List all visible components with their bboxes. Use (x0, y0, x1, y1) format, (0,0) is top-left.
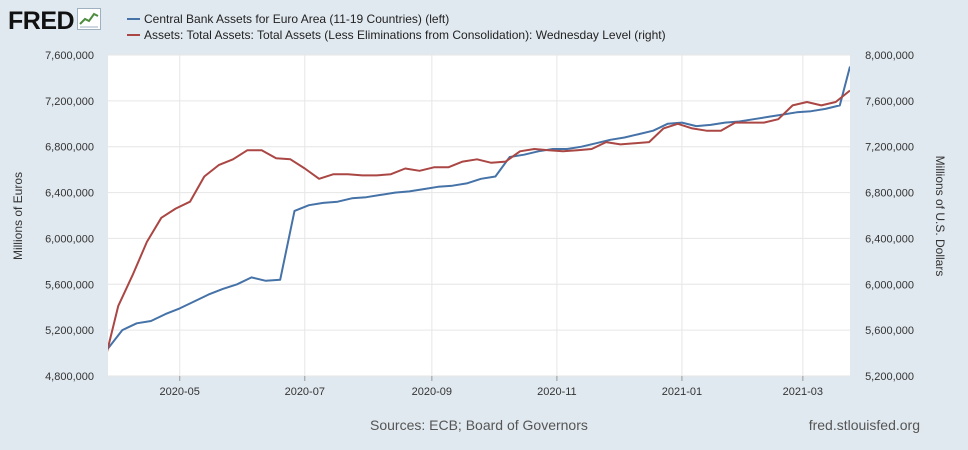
right-tick-label: 5,600,000 (865, 325, 914, 337)
right-tick-label: 8,000,000 (865, 50, 914, 62)
left-axis-title: Millions of Euros (11, 172, 25, 260)
right-axis-ticks: 5,200,000 5,600,000 6,000,000 6,400,000 6,80… (865, 50, 914, 383)
left-tick-label: 4,800,000 (45, 371, 94, 383)
x-tick-label: 2020-07 (285, 386, 325, 398)
x-tick-label: 2021-01 (662, 386, 702, 398)
series-lines (104, 66, 850, 365)
x-tick-label: 2020-09 (412, 386, 452, 398)
x-tick-label: 2021-03 (783, 386, 823, 398)
legend-swatch-left (127, 18, 140, 20)
right-axis-title: Millions of U.S. Dollars (933, 156, 947, 277)
plot-area (108, 55, 850, 376)
legend-swatch-right (127, 34, 140, 36)
chart-legend: Central Bank Assets for Euro Area (11-19… (127, 11, 666, 43)
right-tick-label: 5,200,000 (865, 371, 914, 383)
right-tick-label: 7,600,000 (865, 96, 914, 108)
right-tick-label: 6,000,000 (865, 279, 914, 291)
right-tick-label: 6,800,000 (865, 188, 914, 200)
gridlines (108, 54, 850, 377)
legend-item-left-series[interactable]: Central Bank Assets for Euro Area (11-19… (127, 11, 666, 27)
left-axis-ticks: 4,800,000 5,200,000 5,600,000 6,000,000 6,40… (45, 50, 94, 383)
series-line-right[interactable] (104, 89, 850, 365)
series-line-left[interactable] (108, 66, 850, 350)
left-tick-label: 5,200,000 (45, 325, 94, 337)
footer-sources: Sources: ECB; Board of Governors (370, 417, 588, 433)
left-tick-label: 7,600,000 (45, 50, 94, 62)
left-tick-label: 6,000,000 (45, 233, 94, 245)
trend-graph-icon (77, 7, 102, 35)
fred-logo[interactable]: FRED (8, 6, 102, 35)
x-tick-label: 2020-05 (160, 386, 200, 398)
legend-item-right-series[interactable]: Assets: Total Assets: Total Assets (Less… (127, 27, 666, 43)
footer-url[interactable]: fred.stlouisfed.org (808, 417, 920, 433)
fred-logo-text: FRED (8, 6, 75, 35)
x-tick-label: 2020-11 (537, 386, 577, 398)
left-tick-label: 5,600,000 (45, 279, 94, 291)
left-tick-label: 6,800,000 (45, 142, 94, 154)
left-tick-label: 7,200,000 (45, 96, 94, 108)
right-tick-label: 6,400,000 (865, 233, 914, 245)
legend-label-right: Assets: Total Assets: Total Assets (Less… (144, 28, 666, 42)
right-tick-label: 7,200,000 (865, 142, 914, 154)
left-tick-label: 6,400,000 (45, 188, 94, 200)
x-axis-ticks: 2020-05 2020-07 2020-09 2020-11 2021-01 2021-… (160, 376, 823, 398)
legend-label-left: Central Bank Assets for Euro Area (11-19… (144, 12, 450, 26)
